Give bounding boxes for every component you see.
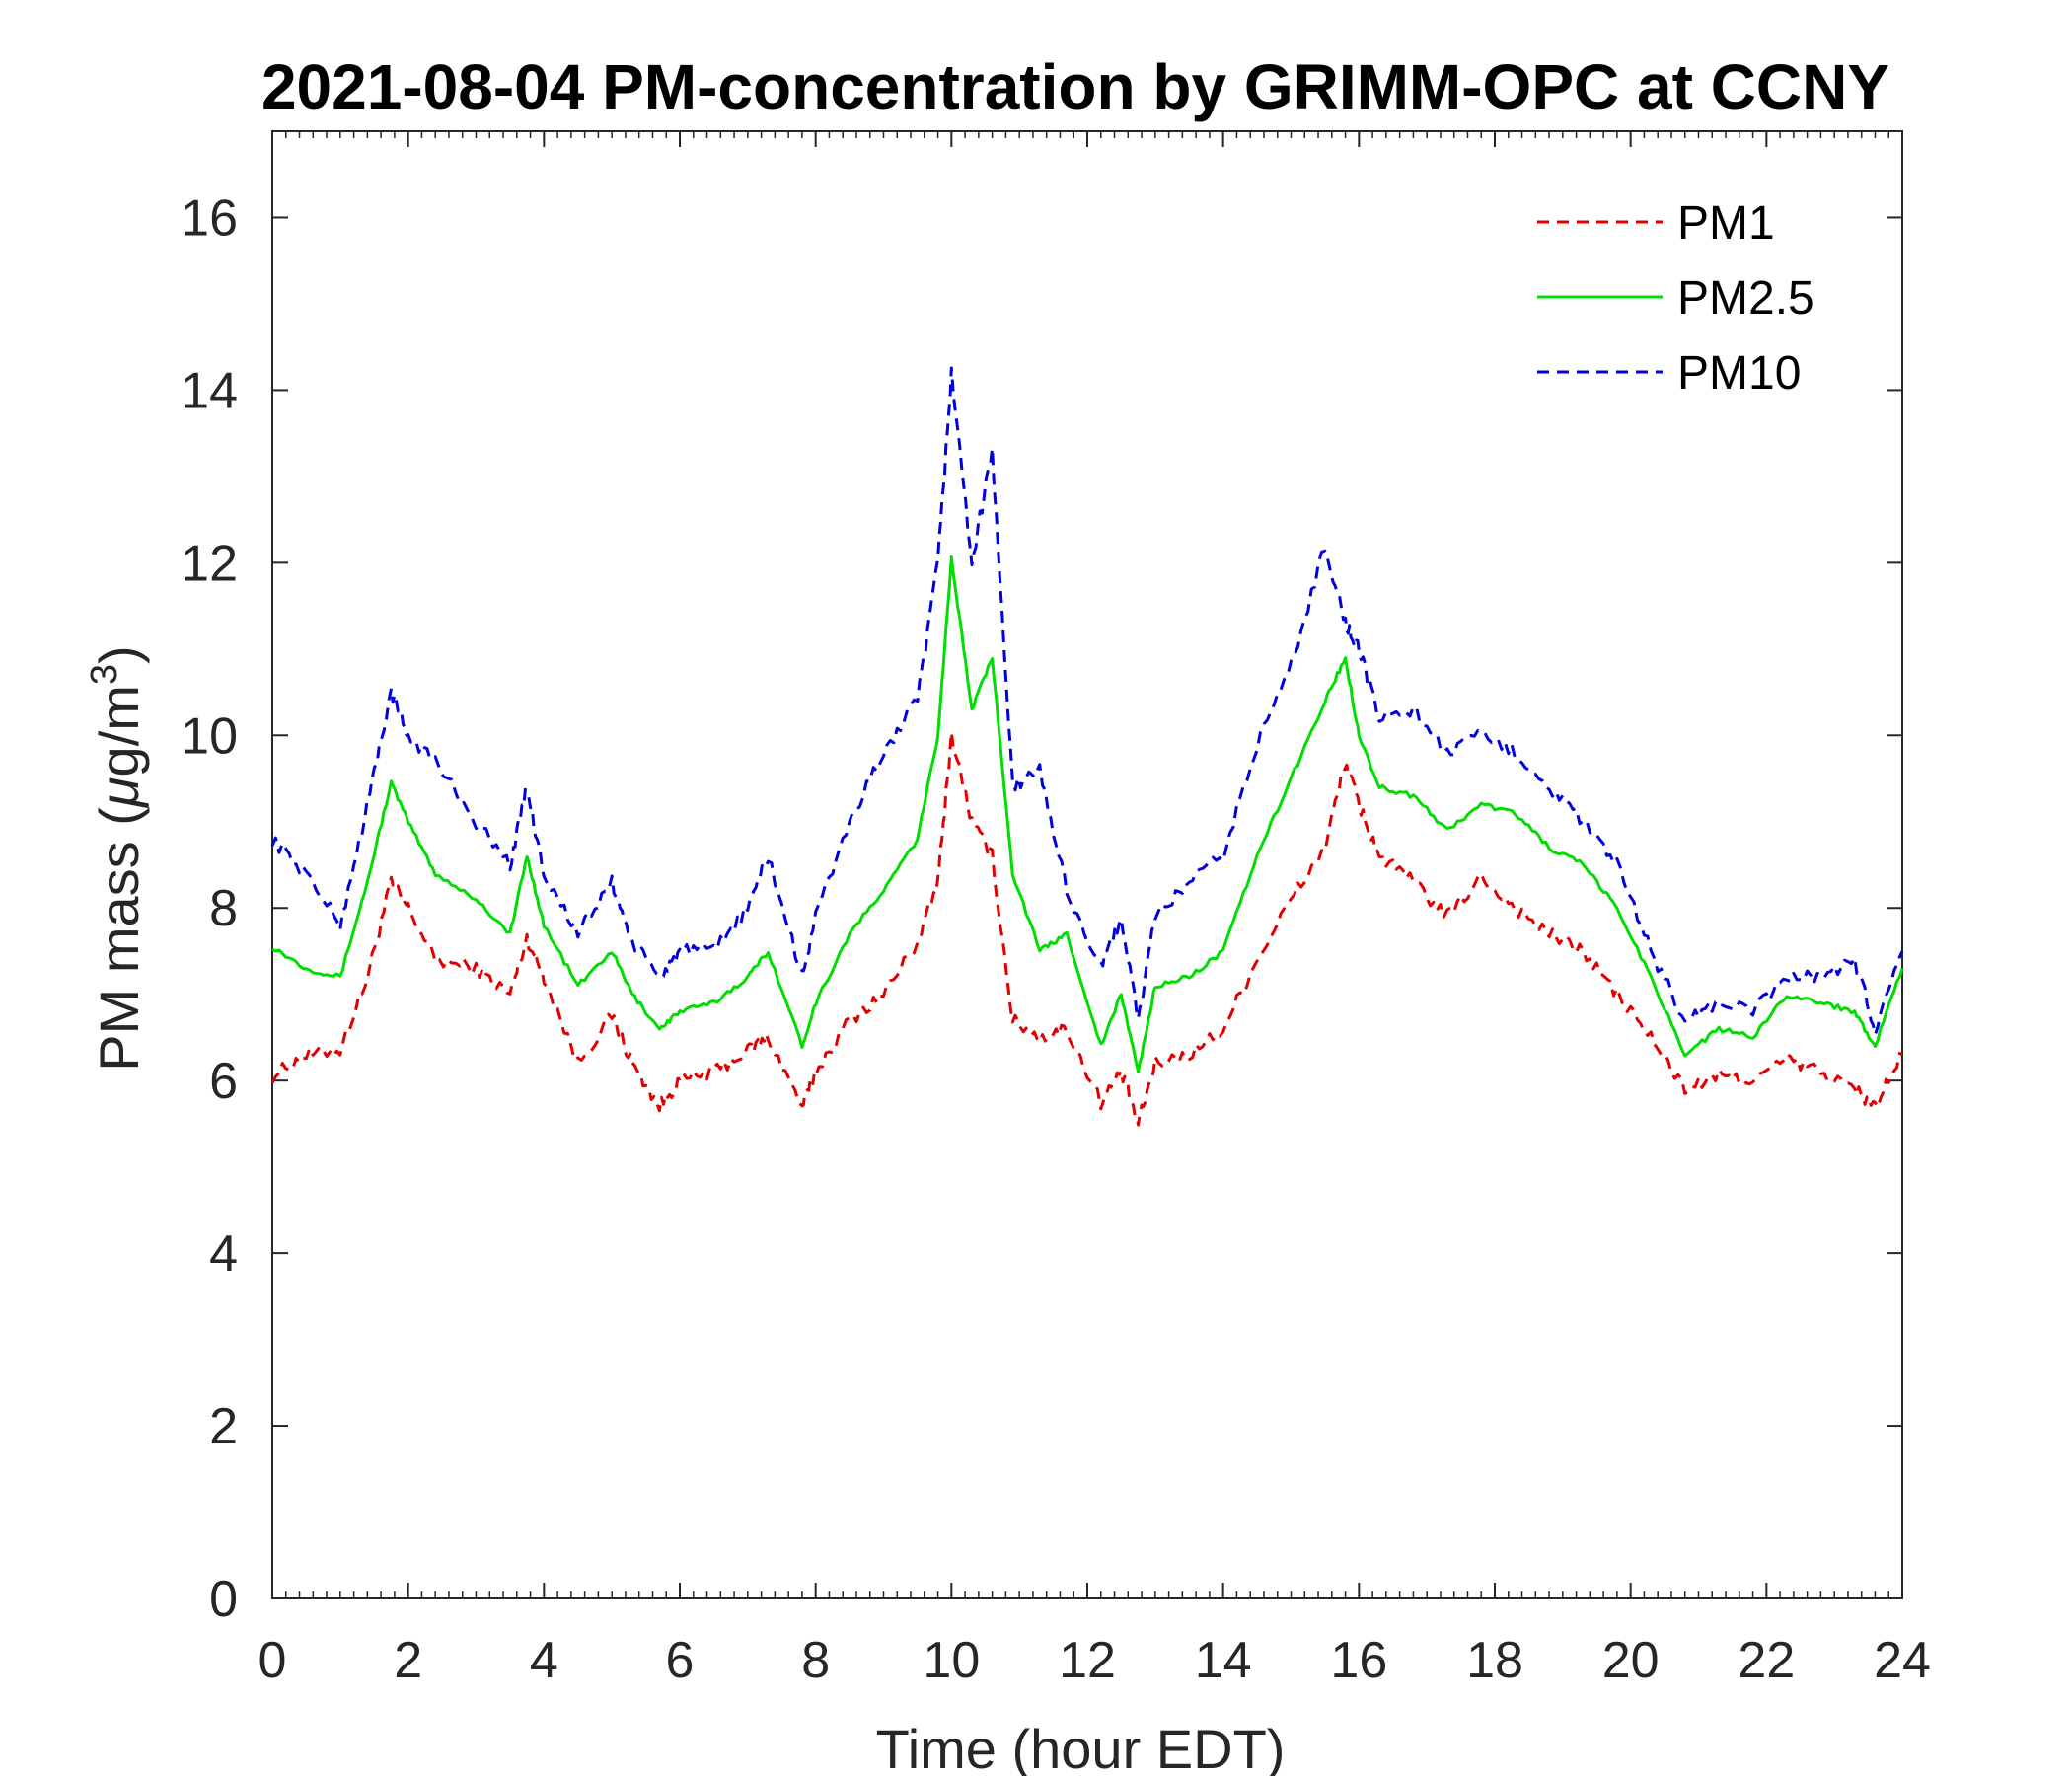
axes-box <box>271 130 1903 1599</box>
y-tick-label: 0 <box>209 1571 238 1628</box>
y-tick-label: 8 <box>209 880 238 937</box>
x-tick-label: 22 <box>1738 1632 1795 1689</box>
y-axis-label-mu: μ <box>88 777 150 809</box>
x-axis-label: Time (hour EDT) <box>876 1718 1286 1776</box>
x-tick-label: 16 <box>1330 1632 1387 1689</box>
legend-label-pm1: PM1 <box>1677 197 1775 250</box>
x-tick-label: 4 <box>530 1632 558 1689</box>
x-tick-label: 20 <box>1602 1632 1660 1689</box>
x-tick-label: 24 <box>1874 1632 1931 1689</box>
y-tick-label: 4 <box>209 1225 238 1283</box>
y-axis-label-superscript: 3 <box>84 664 125 685</box>
series-line-pm10 <box>270 366 1904 1037</box>
y-tick-label: 12 <box>181 535 238 592</box>
x-tick-label: 10 <box>923 1632 980 1689</box>
series-line-pm2-5 <box>271 555 1904 1073</box>
y-axis-label: PM mass (μg/m3) <box>84 645 150 1071</box>
y-tick-label: 10 <box>181 707 238 765</box>
y-axis-label-unit: g/m <box>88 685 150 777</box>
series-line-pm1 <box>270 730 1903 1127</box>
y-axis-label-prefix: PM mass ( <box>88 807 150 1072</box>
y-tick-label: 6 <box>209 1053 238 1110</box>
legend: PM1 PM2.5 PM10 <box>1537 197 1814 400</box>
legend-label-pm2-5: PM2.5 <box>1677 272 1814 325</box>
x-tick-label: 14 <box>1195 1632 1252 1689</box>
chart-title: 2021-08-04 PM-concentration by GRIMM-OPC… <box>261 51 1889 122</box>
y-tick-label: 14 <box>181 362 238 419</box>
x-tick-label: 18 <box>1466 1632 1523 1689</box>
legend-label-pm10: PM10 <box>1677 347 1801 400</box>
x-tick-label: 0 <box>259 1632 287 1689</box>
x-tick-label: 2 <box>394 1632 422 1689</box>
y-axis-label-suffix: ) <box>88 645 150 664</box>
x-tick-label: 6 <box>666 1632 695 1689</box>
y-tick-label: 2 <box>209 1398 238 1455</box>
y-tick-label: 16 <box>181 189 238 247</box>
x-tick-label: 8 <box>801 1632 830 1689</box>
x-tick-label: 12 <box>1059 1632 1116 1689</box>
